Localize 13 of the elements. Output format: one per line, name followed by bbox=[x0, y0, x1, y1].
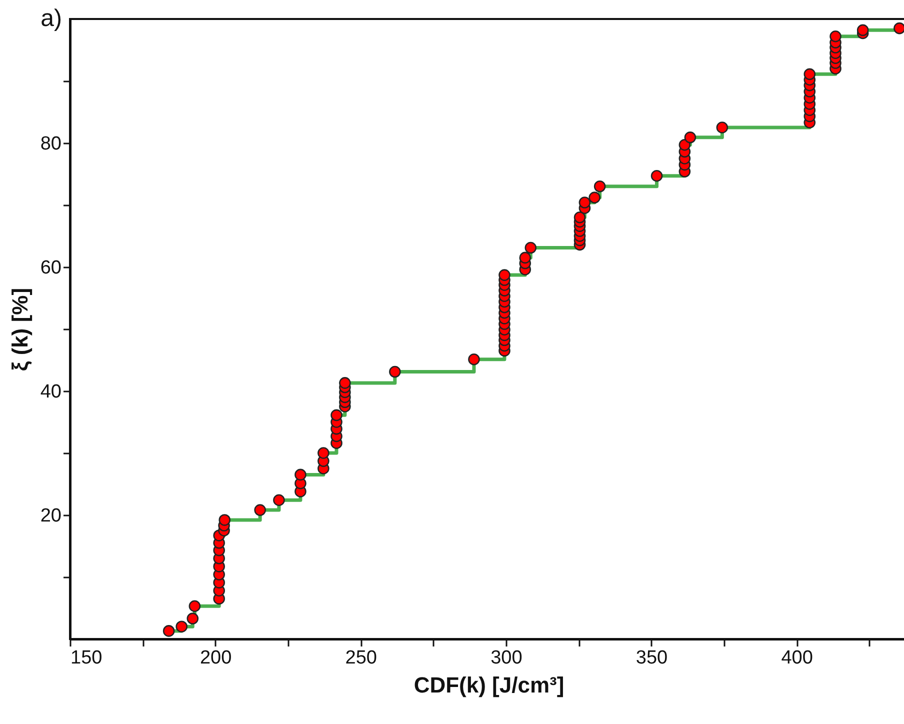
x-tick-label: 250 bbox=[345, 648, 377, 668]
y-tick-label: 20 bbox=[40, 506, 62, 526]
x-tick-label: 200 bbox=[200, 648, 232, 668]
x-tick-label: 400 bbox=[781, 648, 813, 668]
y-tick-label: 80 bbox=[40, 134, 62, 154]
y-axis-title: ξ (k) [%] bbox=[7, 288, 32, 372]
x-tick-label: 150 bbox=[70, 648, 102, 668]
x-tick-label: 300 bbox=[490, 648, 522, 668]
y-tick-label: 60 bbox=[40, 258, 62, 278]
x-tick-label: 350 bbox=[636, 648, 668, 668]
text: a) bbox=[40, 5, 62, 32]
y-tick-label: 40 bbox=[40, 382, 62, 402]
x-axis-title: CDF(k) [J/cm³] bbox=[414, 672, 564, 698]
